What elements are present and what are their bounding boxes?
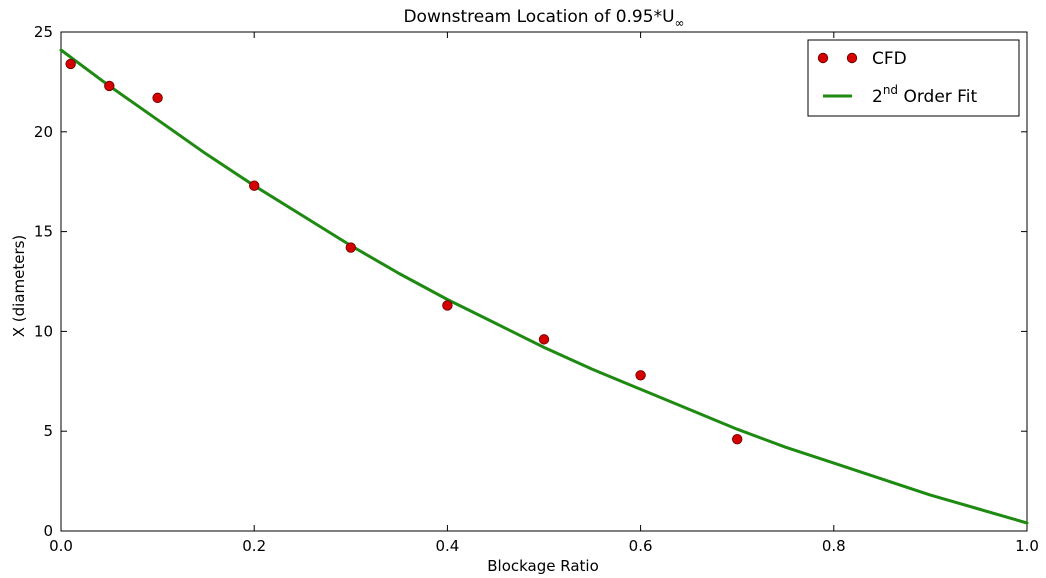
legend-label-fit-superscript: nd (883, 83, 898, 97)
chart-title: Downstream Location of 0.95*U∞ (403, 7, 684, 30)
legend-label-fit-rest: Order Fit (898, 87, 977, 107)
cfd-point (345, 242, 357, 253)
y-tick-label: 20 (34, 123, 53, 141)
x-tick-label: 1.0 (1015, 537, 1039, 555)
chart-title-subscript: ∞ (675, 16, 685, 30)
fit-line (59, 48, 1029, 525)
cfd-point (732, 433, 743, 445)
x-tick-label: 0.0 (49, 537, 73, 555)
y-tick-label: 25 (34, 23, 53, 41)
legend-cfd-marker (817, 52, 829, 64)
x-tick-label: 0.6 (629, 537, 653, 555)
y-tick-label: 10 (34, 322, 53, 340)
chart-title-main: Downstream Location of 0.95*U (403, 7, 674, 27)
y-axis-label: X (diameters) (10, 235, 28, 338)
axes-frame (60, 31, 1028, 532)
cfd-point (538, 334, 550, 345)
plot-area: 0.0 0.2 0.4 0.6 0.8 1.0 0 5 10 15 20 25 (34, 23, 1039, 555)
cfd-point (248, 180, 260, 191)
legend-frame (807, 39, 1020, 117)
x-tick-label: 0.2 (242, 537, 266, 555)
y-tick-label: 15 (34, 223, 53, 241)
legend: CFD 2nd Order Fit (807, 39, 1020, 117)
y-tick-label: 0 (43, 522, 53, 540)
cfd-point (152, 92, 163, 104)
legend-cfd-marker (846, 52, 858, 64)
legend-label-fit-base: 2 (872, 87, 883, 107)
legend-label-fit: 2nd Order Fit (872, 83, 977, 107)
x-axis-label: Blockage Ratio (487, 557, 599, 575)
cfd-point (442, 300, 453, 311)
x-tick-label: 0.4 (435, 537, 459, 555)
cfd-point (104, 80, 115, 92)
cfd-point (635, 370, 646, 381)
y-tick-label: 5 (43, 422, 53, 440)
x-tick-label: 0.8 (822, 537, 846, 555)
legend-label-cfd: CFD (872, 49, 907, 69)
cfd-point (65, 58, 76, 70)
